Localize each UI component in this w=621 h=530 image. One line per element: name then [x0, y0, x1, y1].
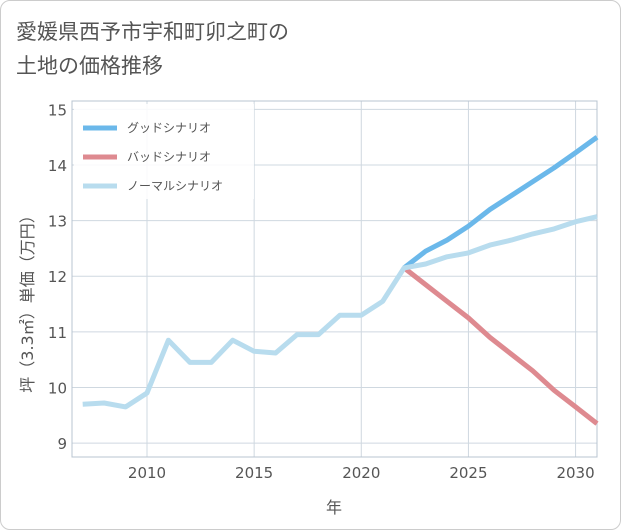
y-tick-label: 10 [48, 379, 67, 397]
legend-background [74, 104, 254, 199]
x-tick-label: 2025 [449, 464, 487, 482]
legend-label-1: バッドシナリオ [127, 150, 211, 164]
x-tick-label: 2010 [128, 464, 166, 482]
chart-title-line-2: 土地の価格推移 [16, 54, 163, 78]
chart-title-line-1: 愛媛県西予市宇和町卯之町の [16, 20, 289, 44]
y-tick-label: 14 [48, 157, 67, 175]
y-tick-label: 12 [48, 268, 67, 286]
legend-label-0: グッドシナリオ [127, 121, 211, 135]
series-line-2 [82, 214, 598, 410]
axis-ticks: 9 10 11 12 13 14 15 2010 2015 2020 2025 2030 [48, 101, 595, 482]
chart-title: 愛媛県西予市宇和町卯之町の 土地の価格推移 [16, 15, 436, 83]
y-tick-label: 9 [57, 435, 67, 453]
y-axis-title: 坪（3.3㎡）単価（万円） [18, 207, 37, 392]
x-tick-label: 2020 [342, 464, 380, 482]
series-lines [82, 135, 599, 426]
legend-label-2: ノーマルシナリオ [127, 179, 223, 193]
x-tick-label: 2015 [235, 464, 273, 482]
series-line-0 [402, 135, 599, 270]
y-tick-label: 13 [48, 213, 67, 231]
x-tick-label: 2030 [556, 464, 594, 482]
series-line-1 [402, 265, 599, 426]
x-axis-title: 年 [326, 498, 342, 517]
plot-area-border [71, 100, 598, 458]
y-tick-label: 11 [48, 324, 67, 342]
y-tick-label: 15 [48, 101, 67, 119]
